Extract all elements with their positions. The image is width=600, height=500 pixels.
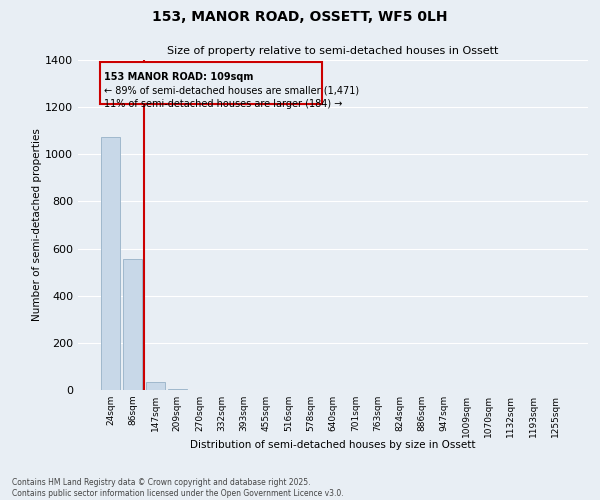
Text: 153 MANOR ROAD: 109sqm: 153 MANOR ROAD: 109sqm bbox=[104, 72, 253, 82]
Bar bbox=[146, 382, 164, 390]
Y-axis label: Number of semi-detached properties: Number of semi-detached properties bbox=[32, 128, 42, 322]
Text: 153, MANOR ROAD, OSSETT, WF5 0LH: 153, MANOR ROAD, OSSETT, WF5 0LH bbox=[152, 10, 448, 24]
Text: 11% of semi-detached houses are larger (184) →: 11% of semi-detached houses are larger (… bbox=[104, 99, 343, 109]
Text: Contains HM Land Registry data © Crown copyright and database right 2025.
Contai: Contains HM Land Registry data © Crown c… bbox=[12, 478, 344, 498]
Bar bbox=[168, 389, 187, 390]
Bar bbox=[100, 62, 322, 104]
Bar bbox=[124, 258, 142, 390]
Title: Size of property relative to semi-detached houses in Ossett: Size of property relative to semi-detach… bbox=[167, 46, 499, 56]
Text: ← 89% of semi-detached houses are smaller (1,471): ← 89% of semi-detached houses are smalle… bbox=[104, 86, 359, 96]
Bar bbox=[101, 136, 120, 390]
X-axis label: Distribution of semi-detached houses by size in Ossett: Distribution of semi-detached houses by … bbox=[190, 440, 476, 450]
